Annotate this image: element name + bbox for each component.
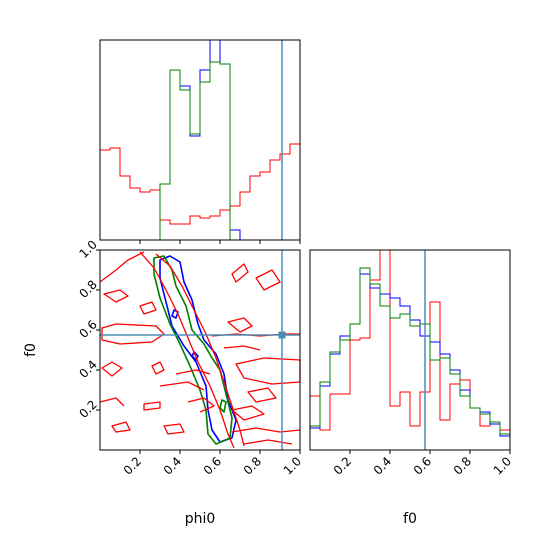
phi0-f0-contour-panel: 0.2 0.4 0.6 0.8 1.0 0.20.40.60.81.0 phi0 f0 (23, 237, 304, 527)
contour-red-23 (143, 401, 161, 411)
y-axis-label-f0: f0 (23, 343, 39, 357)
contour-red-21 (247, 387, 277, 403)
contour-red-6 (139, 251, 235, 449)
x-axis-label-phi0: phi0 (185, 511, 216, 527)
contour-red-12 (101, 323, 165, 345)
contour-red-20 (159, 381, 205, 391)
contour-red-24 (187, 397, 215, 413)
hist-phi0-series-red-0 (99, 143, 301, 240)
contour-red-19 (175, 369, 211, 375)
contour-blue-0 (159, 255, 237, 443)
contour-lines (99, 251, 301, 449)
contour-red-5 (155, 253, 245, 447)
phi0-histogram-panel (99, 39, 301, 244)
contour-frame (99, 249, 301, 451)
contour-red-27 (163, 423, 185, 435)
hist-f0-series-green-2 (309, 267, 511, 450)
contour-red-11 (139, 301, 157, 315)
contour-red-8 (103, 289, 129, 303)
contour-red-16 (101, 361, 123, 377)
contour-red-7 (99, 251, 145, 283)
truth-marker (278, 331, 286, 339)
contour-red-10 (255, 269, 281, 291)
contour-red-26 (111, 421, 131, 433)
contour-green-4 (219, 399, 227, 413)
f0-histogram-series (309, 249, 511, 450)
contour-red-28 (231, 427, 301, 433)
contour-red-15 (223, 345, 261, 351)
contour-red-9 (231, 263, 249, 283)
x-axis-label-f0: f0 (403, 511, 417, 527)
contour-green-1 (153, 255, 233, 445)
contour-red-25 (231, 405, 265, 421)
contour-red-29 (243, 439, 293, 445)
phi0-histogram-ticks (139, 240, 301, 244)
contour-red-22 (99, 397, 125, 407)
contour-blue-3 (191, 351, 199, 361)
contour-red-17 (151, 361, 165, 375)
contour-red-13 (227, 317, 253, 333)
phi0-histogram-frame (99, 39, 301, 241)
f0-histogram-frame (309, 249, 511, 451)
